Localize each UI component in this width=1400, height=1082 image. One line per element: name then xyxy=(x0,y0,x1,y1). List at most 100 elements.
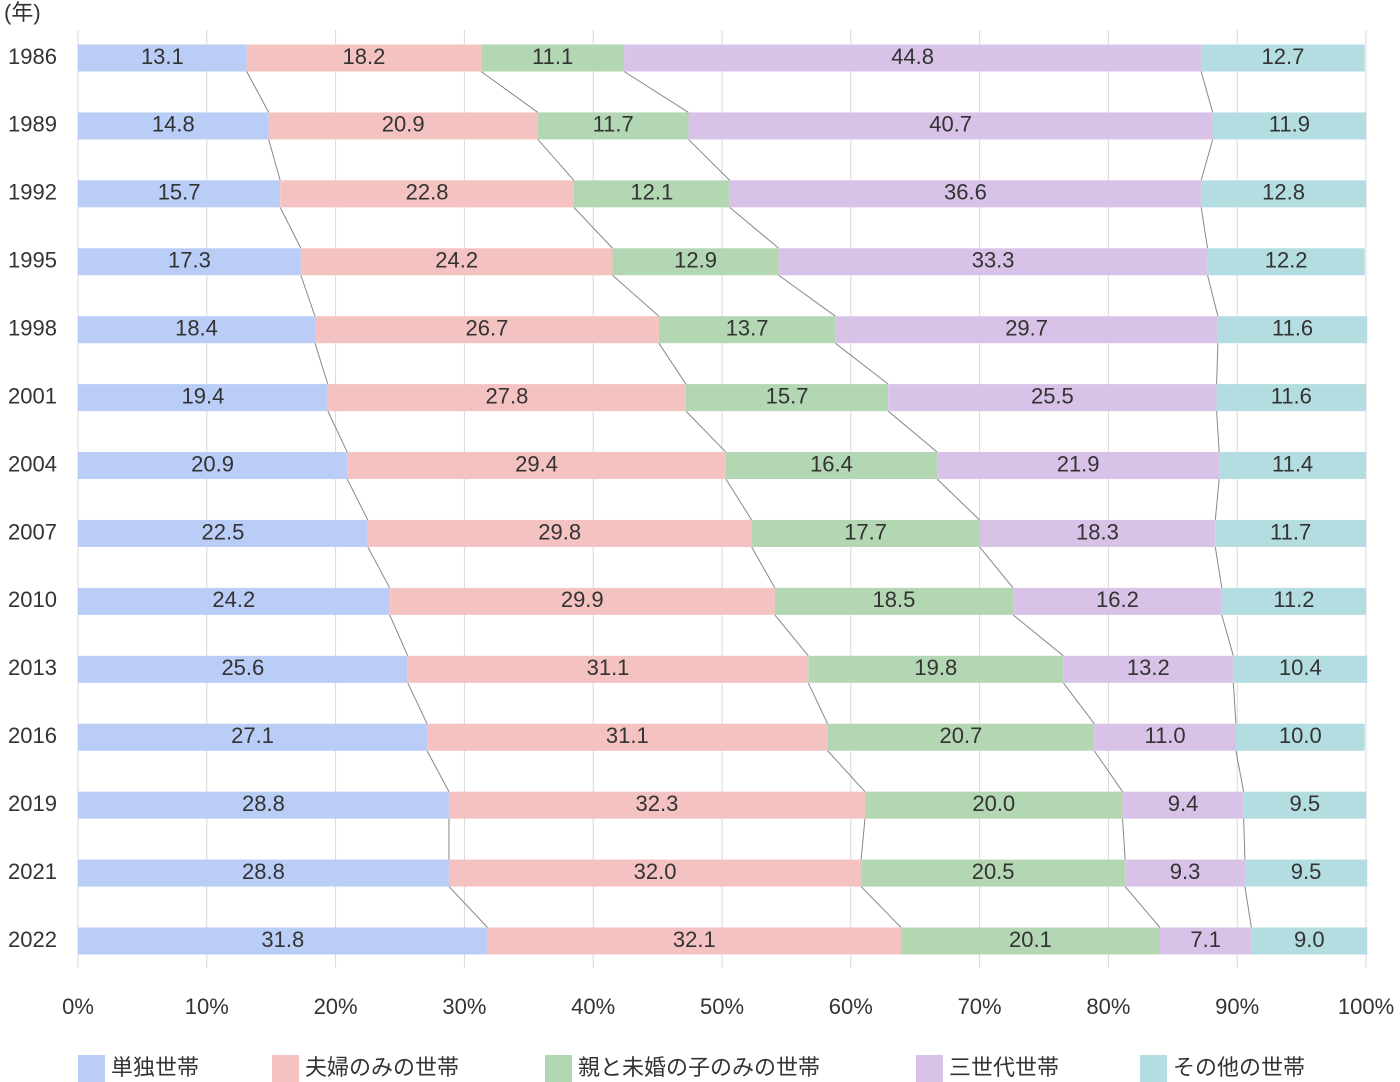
value-label: 31.8 xyxy=(261,927,304,952)
connector xyxy=(426,750,450,792)
bar-segment xyxy=(1244,859,1368,887)
connector xyxy=(407,682,428,724)
value-label: 12.2 xyxy=(1265,248,1308,273)
connector xyxy=(573,207,613,249)
legend-swatch xyxy=(78,1055,105,1082)
y-tick-label: 2022 xyxy=(8,927,57,952)
connector xyxy=(1093,750,1123,792)
y-axis-label: (年) xyxy=(4,0,41,25)
x-tick-label: 40% xyxy=(571,994,615,1019)
bar-segment xyxy=(1159,927,1252,955)
bar-segment xyxy=(888,384,1217,412)
connector xyxy=(1200,207,1209,249)
value-label: 7.1 xyxy=(1190,927,1221,952)
x-tick-label: 10% xyxy=(185,994,229,1019)
connector xyxy=(979,546,1014,589)
bar-segment xyxy=(448,791,865,819)
value-label: 27.8 xyxy=(485,383,528,408)
connector xyxy=(1207,275,1219,317)
bar-segment xyxy=(367,519,752,547)
bar-segment xyxy=(78,587,390,615)
y-tick-label: 1989 xyxy=(8,112,57,137)
connector xyxy=(1062,682,1095,725)
value-label: 10.0 xyxy=(1279,723,1322,748)
value-label: 11.6 xyxy=(1272,316,1313,341)
bar-segment xyxy=(1013,587,1222,615)
bar-segment xyxy=(774,587,1014,615)
connector xyxy=(367,546,391,589)
value-label: 44.8 xyxy=(891,44,934,69)
connector xyxy=(725,478,753,521)
bar-segment xyxy=(537,112,689,140)
bar-segment xyxy=(427,723,828,751)
legend-label: 三世代世帯 xyxy=(949,1055,1059,1080)
connector xyxy=(1221,614,1234,656)
bar-segment xyxy=(347,452,726,480)
bar-segment xyxy=(901,927,1160,955)
connector xyxy=(1235,750,1245,792)
connector xyxy=(279,207,302,249)
bar-segment xyxy=(1216,384,1366,412)
y-tick-label: 2013 xyxy=(8,655,57,680)
bar-segment xyxy=(861,859,1126,887)
bar-segment xyxy=(389,587,775,615)
bar-segment xyxy=(685,384,889,412)
value-label: 20.0 xyxy=(972,791,1015,816)
connector xyxy=(448,886,488,928)
bar-segment xyxy=(78,44,247,72)
value-label: 11.0 xyxy=(1144,723,1185,748)
y-tick-label: 1986 xyxy=(8,44,57,69)
bar-segment xyxy=(448,859,862,887)
value-label: 40.7 xyxy=(929,112,972,137)
bar-segment xyxy=(407,655,809,683)
value-label: 24.2 xyxy=(212,587,255,612)
bar-segment xyxy=(979,519,1216,547)
value-label: 18.5 xyxy=(873,587,916,612)
value-label: 15.7 xyxy=(766,383,809,408)
connector xyxy=(1214,478,1220,521)
x-tick-label: 20% xyxy=(314,994,358,1019)
bar-segment xyxy=(624,44,1202,72)
connector xyxy=(658,342,687,385)
connector xyxy=(1122,818,1126,860)
value-label: 29.4 xyxy=(515,451,558,476)
connector xyxy=(327,410,348,453)
y-tick-label: 2021 xyxy=(8,859,57,884)
value-label: 11.6 xyxy=(1271,383,1312,408)
value-label: 19.4 xyxy=(182,383,225,408)
bar-segment xyxy=(1233,655,1368,683)
x-tick-label: 50% xyxy=(700,994,744,1019)
bar-segment xyxy=(1122,791,1244,819)
value-label: 32.0 xyxy=(634,859,677,884)
y-tick-label: 2019 xyxy=(8,791,57,816)
value-label: 10.4 xyxy=(1279,655,1322,680)
value-label: 31.1 xyxy=(606,723,649,748)
value-label: 36.6 xyxy=(944,180,987,205)
value-label: 22.5 xyxy=(201,519,244,544)
connector xyxy=(807,682,829,724)
value-label: 12.1 xyxy=(630,180,673,205)
value-label: 9.5 xyxy=(1291,859,1322,884)
bar-segment xyxy=(808,655,1064,683)
value-label: 32.1 xyxy=(673,927,716,952)
legend-label: その他の世帯 xyxy=(1173,1055,1305,1080)
bar-segment xyxy=(1215,519,1366,547)
bar-segment xyxy=(78,859,449,887)
y-tick-label: 2016 xyxy=(8,723,57,748)
value-label: 27.1 xyxy=(231,723,274,748)
connector xyxy=(860,818,866,860)
x-tick-label: 80% xyxy=(1086,994,1130,1019)
value-label: 25.5 xyxy=(1031,383,1074,408)
connector xyxy=(1243,818,1246,860)
bar-segment xyxy=(1063,655,1234,683)
bar-segment xyxy=(729,180,1202,208)
connector xyxy=(688,139,731,181)
value-label: 31.1 xyxy=(587,655,630,680)
value-label: 11.1 xyxy=(532,44,573,69)
connector xyxy=(774,614,809,657)
legend-label: 親と未婚の子のみの世帯 xyxy=(578,1055,820,1080)
connector xyxy=(685,410,727,453)
value-label: 24.2 xyxy=(435,248,478,273)
value-label: 11.9 xyxy=(1269,112,1310,137)
x-tick-label: 60% xyxy=(829,994,873,1019)
